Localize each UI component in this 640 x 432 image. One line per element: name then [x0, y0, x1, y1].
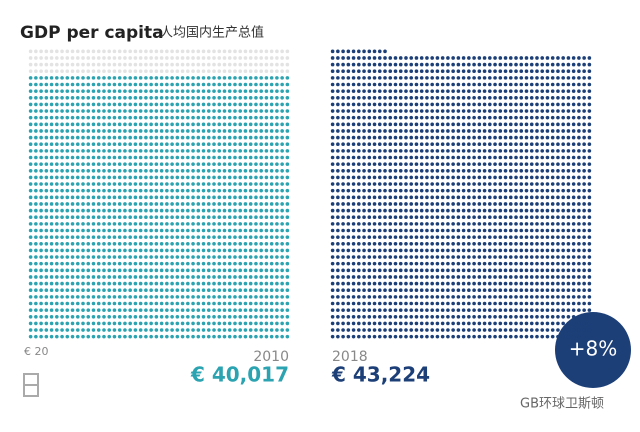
- chart-subtitle: 人均国内生产总值: [160, 25, 264, 41]
- watermark: GB环球卫斯顿: [520, 397, 604, 412]
- change-label: +8%: [569, 337, 618, 361]
- unit-label: € 20: [24, 345, 49, 358]
- chart-title: GDP per capita: [20, 23, 164, 43]
- logo: [23, 373, 39, 397]
- value-label: € 40,017: [190, 363, 289, 387]
- dot-group: [28, 49, 290, 339]
- year-label: 2010: [253, 349, 289, 365]
- year-label: 2018: [332, 349, 368, 365]
- dot-group: [330, 49, 592, 339]
- value-label: € 43,224: [331, 363, 430, 387]
